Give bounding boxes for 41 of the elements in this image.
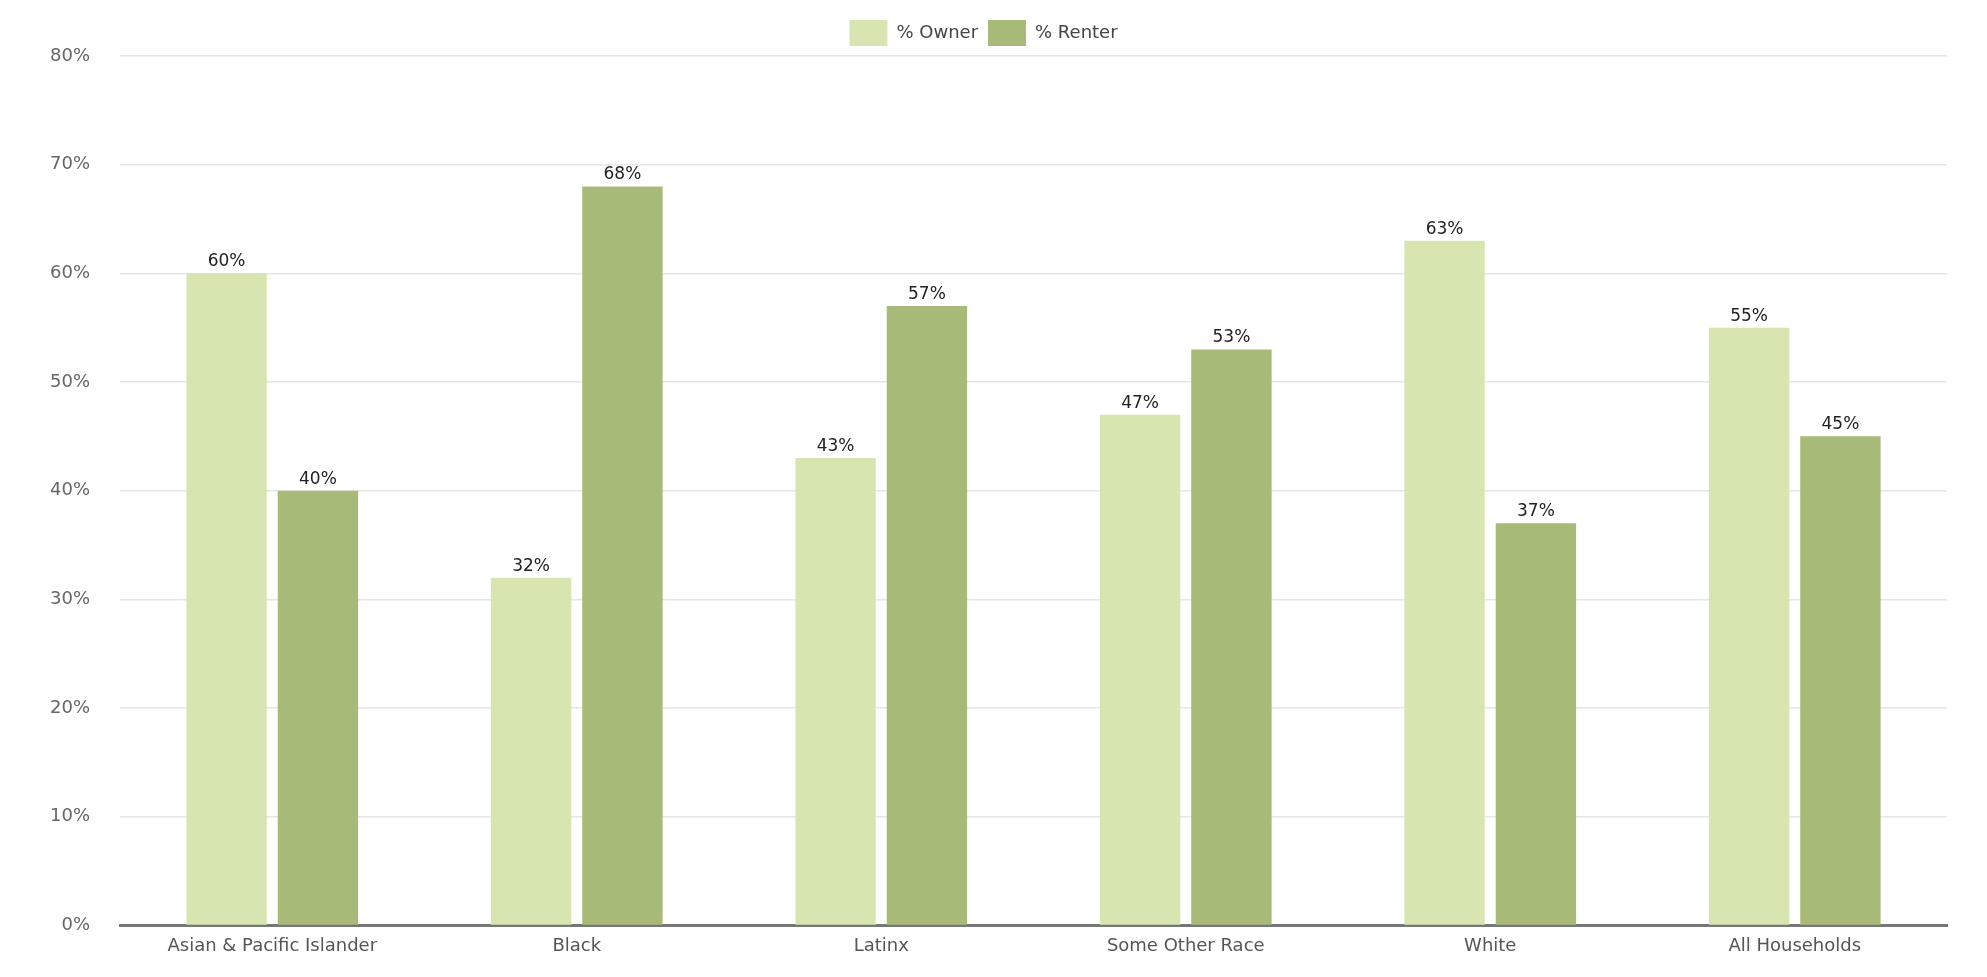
x-tick-label: Latinx [853,933,910,955]
bar [1800,436,1881,925]
data-label: 40% [299,467,337,488]
bar [277,490,359,925]
data-label: 57% [908,282,946,303]
bar [1495,523,1577,925]
bar [1404,240,1485,925]
bar [582,186,663,925]
bar [490,577,572,925]
data-label: 32% [512,554,550,575]
y-tick-label: 20% [49,695,91,717]
y-tick-label: 30% [49,587,91,609]
data-label: 63% [1425,217,1464,238]
y-tick-label: 60% [49,261,91,283]
y-tick-label: 10% [49,804,91,826]
data-label: 37% [1517,500,1555,521]
x-tick-label: Black [552,933,602,955]
y-tick-label: 70% [49,152,91,174]
data-label: 68% [603,163,642,184]
bar [795,458,876,925]
x-tick-label: Asian & Pacific Islander [167,933,378,955]
data-label: 45% [1821,413,1860,434]
y-tick-label: 80% [49,43,91,65]
data-label: 47% [1121,391,1159,412]
x-tick-label: All Households [1728,933,1862,955]
data-label: 60% [207,250,246,271]
data-label: 53% [1212,326,1251,347]
legend-label: % Owner [896,20,979,42]
bar [186,273,267,925]
x-tick-label: White [1464,933,1517,955]
data-label: 55% [1730,304,1768,325]
bar [1099,414,1181,925]
y-tick-label: 40% [49,478,91,500]
y-tick-label: 50% [49,369,91,391]
data-label: 43% [816,435,855,456]
bar [1191,349,1272,925]
bar [886,305,968,925]
x-tick-label: Some Other Race [1106,933,1265,955]
bar [1708,327,1790,925]
y-tick-label: 0% [61,913,91,935]
legend-label: % Renter [1035,20,1119,42]
